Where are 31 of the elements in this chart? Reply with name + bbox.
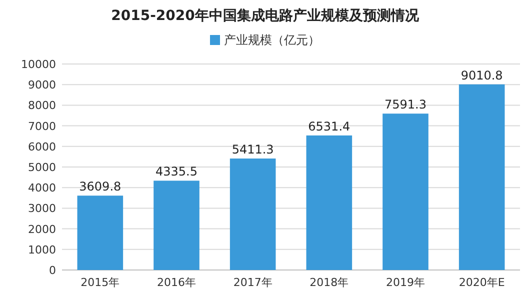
data-label: 7591.3 xyxy=(384,98,426,112)
data-label: 6531.4 xyxy=(308,119,350,134)
y-tick-label: 10000 xyxy=(21,58,56,71)
x-tick-label: 2016年 xyxy=(157,276,196,289)
x-tick-label: 2015年 xyxy=(80,276,120,289)
data-label: 9010.8 xyxy=(460,68,503,82)
y-tick-label: 1000 xyxy=(28,243,56,256)
y-tick-label: 4000 xyxy=(28,182,56,195)
y-tick-label: 5000 xyxy=(28,161,56,174)
bar xyxy=(154,180,200,270)
y-tick-label: 0 xyxy=(49,264,56,277)
y-tick-label: 6000 xyxy=(28,140,56,154)
bar xyxy=(306,135,352,270)
bar xyxy=(230,158,276,270)
x-tick-label: 2019年 xyxy=(386,276,425,289)
y-tick-label: 8000 xyxy=(28,99,56,112)
bar xyxy=(382,114,428,270)
legend-label: 产业规模（亿元） xyxy=(224,33,320,47)
x-tick-label: 2017年 xyxy=(233,276,272,289)
x-tick-label: 2018年 xyxy=(310,276,349,289)
bar xyxy=(77,196,124,270)
data-label: 4335.5 xyxy=(156,164,198,179)
data-label: 5411.3 xyxy=(232,142,274,157)
data-label: 3609.8 xyxy=(79,180,122,194)
y-tick-label: 3000 xyxy=(28,202,56,216)
chart-title: 2015-2020年中国集成电路产业规模及预测情况 xyxy=(111,7,420,24)
x-tick-label: 2020年E xyxy=(458,276,505,289)
y-tick-label: 2000 xyxy=(28,222,56,236)
bar xyxy=(458,84,505,270)
y-tick-label: 9000 xyxy=(28,78,56,92)
y-tick-label: 7000 xyxy=(28,120,56,133)
